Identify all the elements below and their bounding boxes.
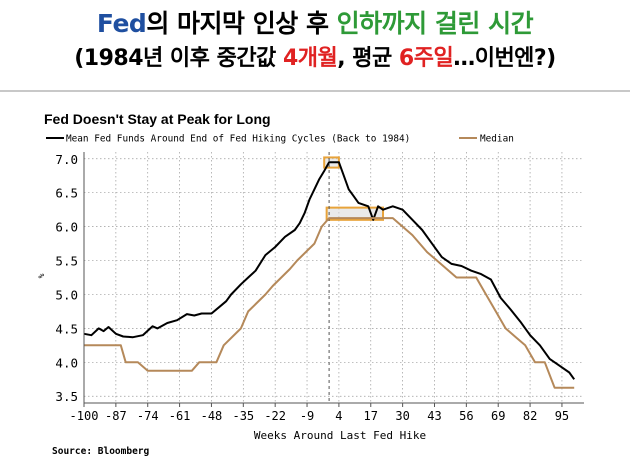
- y-tick-label: 6.0: [55, 220, 78, 235]
- headline-emphasis: 인하까지 걸린 시간: [336, 9, 534, 38]
- grid-layer: [83, 152, 584, 403]
- series-layer: [83, 161, 576, 389]
- mean-series-line: [83, 161, 576, 380]
- y-tick-label: 5.5: [55, 254, 78, 269]
- x-tick-label: 30: [395, 409, 409, 423]
- subhead-mean: 6주일: [398, 46, 454, 71]
- headline-mid: 의 마지막 인상 후: [146, 9, 337, 38]
- x-tick-label: 56: [459, 409, 473, 423]
- y-tick-label: 7.0: [55, 152, 78, 167]
- median-series-line: [84, 217, 575, 389]
- subhead-part3: , 평균: [337, 46, 399, 71]
- x-tick-label: -22: [264, 409, 286, 423]
- x-tick-label: -61: [169, 409, 191, 423]
- subhead-part1: (1984년 이후 중간값: [74, 46, 283, 71]
- chart-title: Fed Doesn't Stay at Peak for Long: [44, 111, 271, 127]
- x-tick-label: 17: [364, 409, 378, 423]
- x-tick-label: 43: [427, 409, 441, 423]
- headline-fed: Fed: [96, 9, 147, 38]
- x-axis-label: Weeks Around Last Fed Hike: [254, 429, 426, 442]
- subhead-part5: …이번엔?): [453, 46, 556, 71]
- y-tick-label: 4.5: [55, 321, 78, 336]
- y-axis-label: %: [37, 273, 46, 278]
- x-tick-label: 69: [491, 409, 505, 423]
- x-tick-label: -87: [105, 409, 127, 423]
- annotation-layer: [323, 152, 385, 403]
- subhead-median: 4개월: [282, 46, 338, 71]
- legend-mean-label: Mean Fed Funds Around End of Fed Hiking …: [66, 134, 410, 145]
- x-tick-label: -74: [137, 409, 159, 423]
- headline-line1: Fed의 마지막 인상 후 인하까지 걸린 시간: [0, 4, 630, 40]
- source-note: Source: Bloomberg: [52, 446, 150, 457]
- legend-median-label: Median: [480, 134, 514, 145]
- y-tick-label: 3.5: [55, 389, 78, 404]
- x-tick-label: -9: [300, 409, 314, 423]
- y-tick-label: 6.5: [55, 186, 78, 201]
- x-tick-label: -48: [201, 409, 223, 423]
- y-tick-label: 5.0: [55, 287, 78, 302]
- x-tick-label: -35: [232, 409, 254, 423]
- y-tick-label: 4.0: [55, 355, 78, 370]
- axis-layer: 3.5 4.0 4.5 5.0 5.5 6.0 6.5 7.0 -100 -87 -74 -61 -48…: [55, 152, 584, 423]
- headline-divider: [0, 90, 630, 92]
- x-tick-label: 95: [555, 409, 569, 423]
- headline-line2: (1984년 이후 중간값 4개월, 평균 6주일…이번엔?): [0, 40, 630, 72]
- x-tick-label: 4: [335, 409, 342, 423]
- x-tick-label: -100: [70, 409, 99, 423]
- x-tick-label: 82: [523, 409, 537, 423]
